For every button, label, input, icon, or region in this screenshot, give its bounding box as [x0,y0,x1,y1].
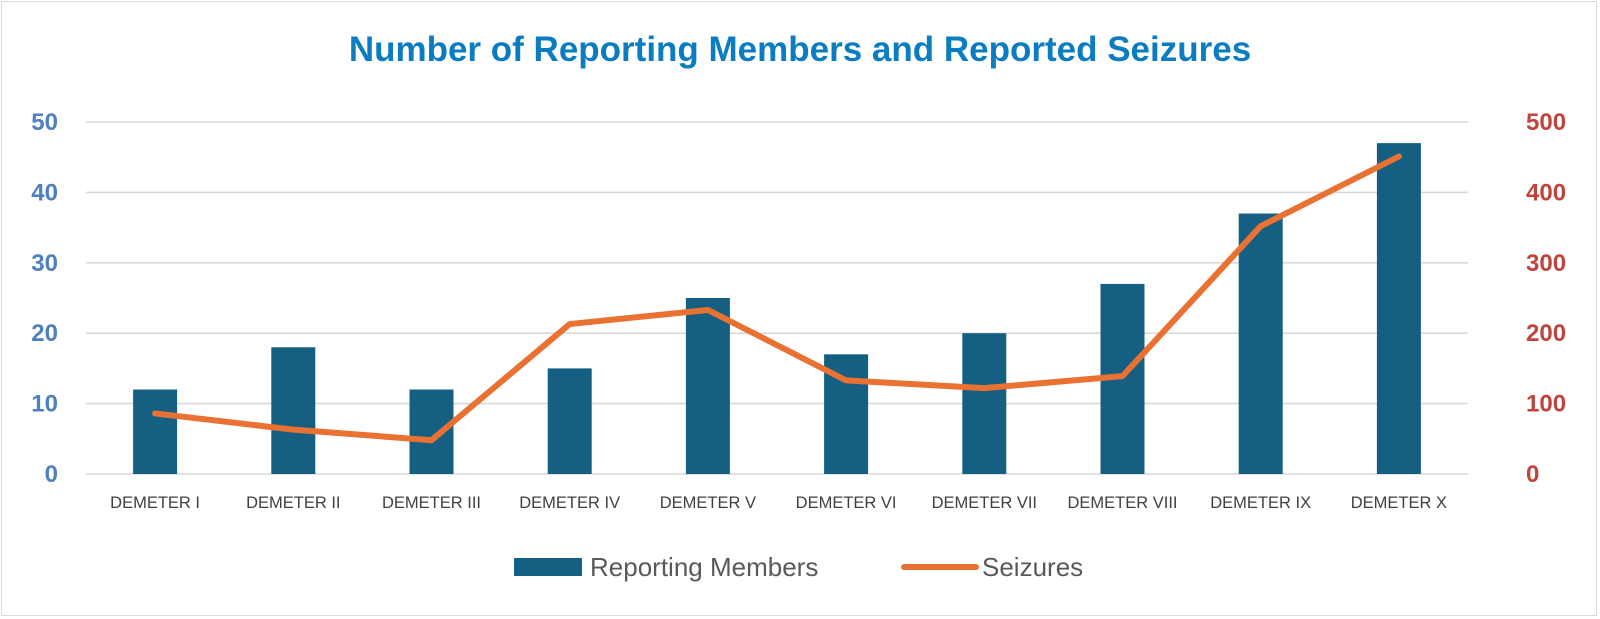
bar-series [133,143,1421,474]
bar [409,389,454,474]
right-tick-label: 0 [1526,461,1539,488]
seizures-line [152,153,1402,444]
category-label: DEMETER X [1351,494,1447,512]
category-label: DEMETER IV [519,494,620,512]
category-label: DEMETER VI [796,494,897,512]
left-tick-label: 20 [31,320,58,347]
bar [962,333,1007,474]
bar [271,347,316,474]
left-tick-label: 10 [31,391,58,418]
right-tick-label: 500 [1526,109,1566,136]
legend-swatch-reporting-members [514,558,582,576]
category-label: DEMETER VII [932,494,1037,512]
category-label: DEMETER III [382,494,481,512]
bar [547,368,592,474]
left-tick-label: 30 [31,250,58,277]
legend-label-seizures: Seizures [982,552,1083,582]
category-label: DEMETER V [660,494,756,512]
left-tick-label: 0 [45,461,58,488]
category-label: DEMETER I [110,494,200,512]
category-labels: DEMETER I DEMETER II DEMETER III DEMETER IV… [110,494,1447,512]
category-label: DEMETER VIII [1067,494,1177,512]
right-tick-label: 100 [1526,391,1566,418]
legend: Reporting Members Seizures [514,552,1083,582]
legend-label-reporting-members: Reporting Members [590,552,818,582]
bar [133,389,178,474]
chart-title: Number of Reporting Members and Reported… [348,30,1252,69]
left-tick-label: 50 [31,109,58,136]
category-label: DEMETER IX [1210,494,1311,512]
bar [1376,143,1421,474]
right-tick-label: 200 [1526,320,1566,347]
right-tick-label: 400 [1526,179,1566,206]
right-tick-label: 300 [1526,250,1566,277]
line-series [152,153,1402,444]
category-label: DEMETER II [246,494,340,512]
bar [1238,213,1283,474]
gridlines [86,121,1468,475]
bar [685,298,730,474]
left-tick-label: 40 [31,179,58,206]
